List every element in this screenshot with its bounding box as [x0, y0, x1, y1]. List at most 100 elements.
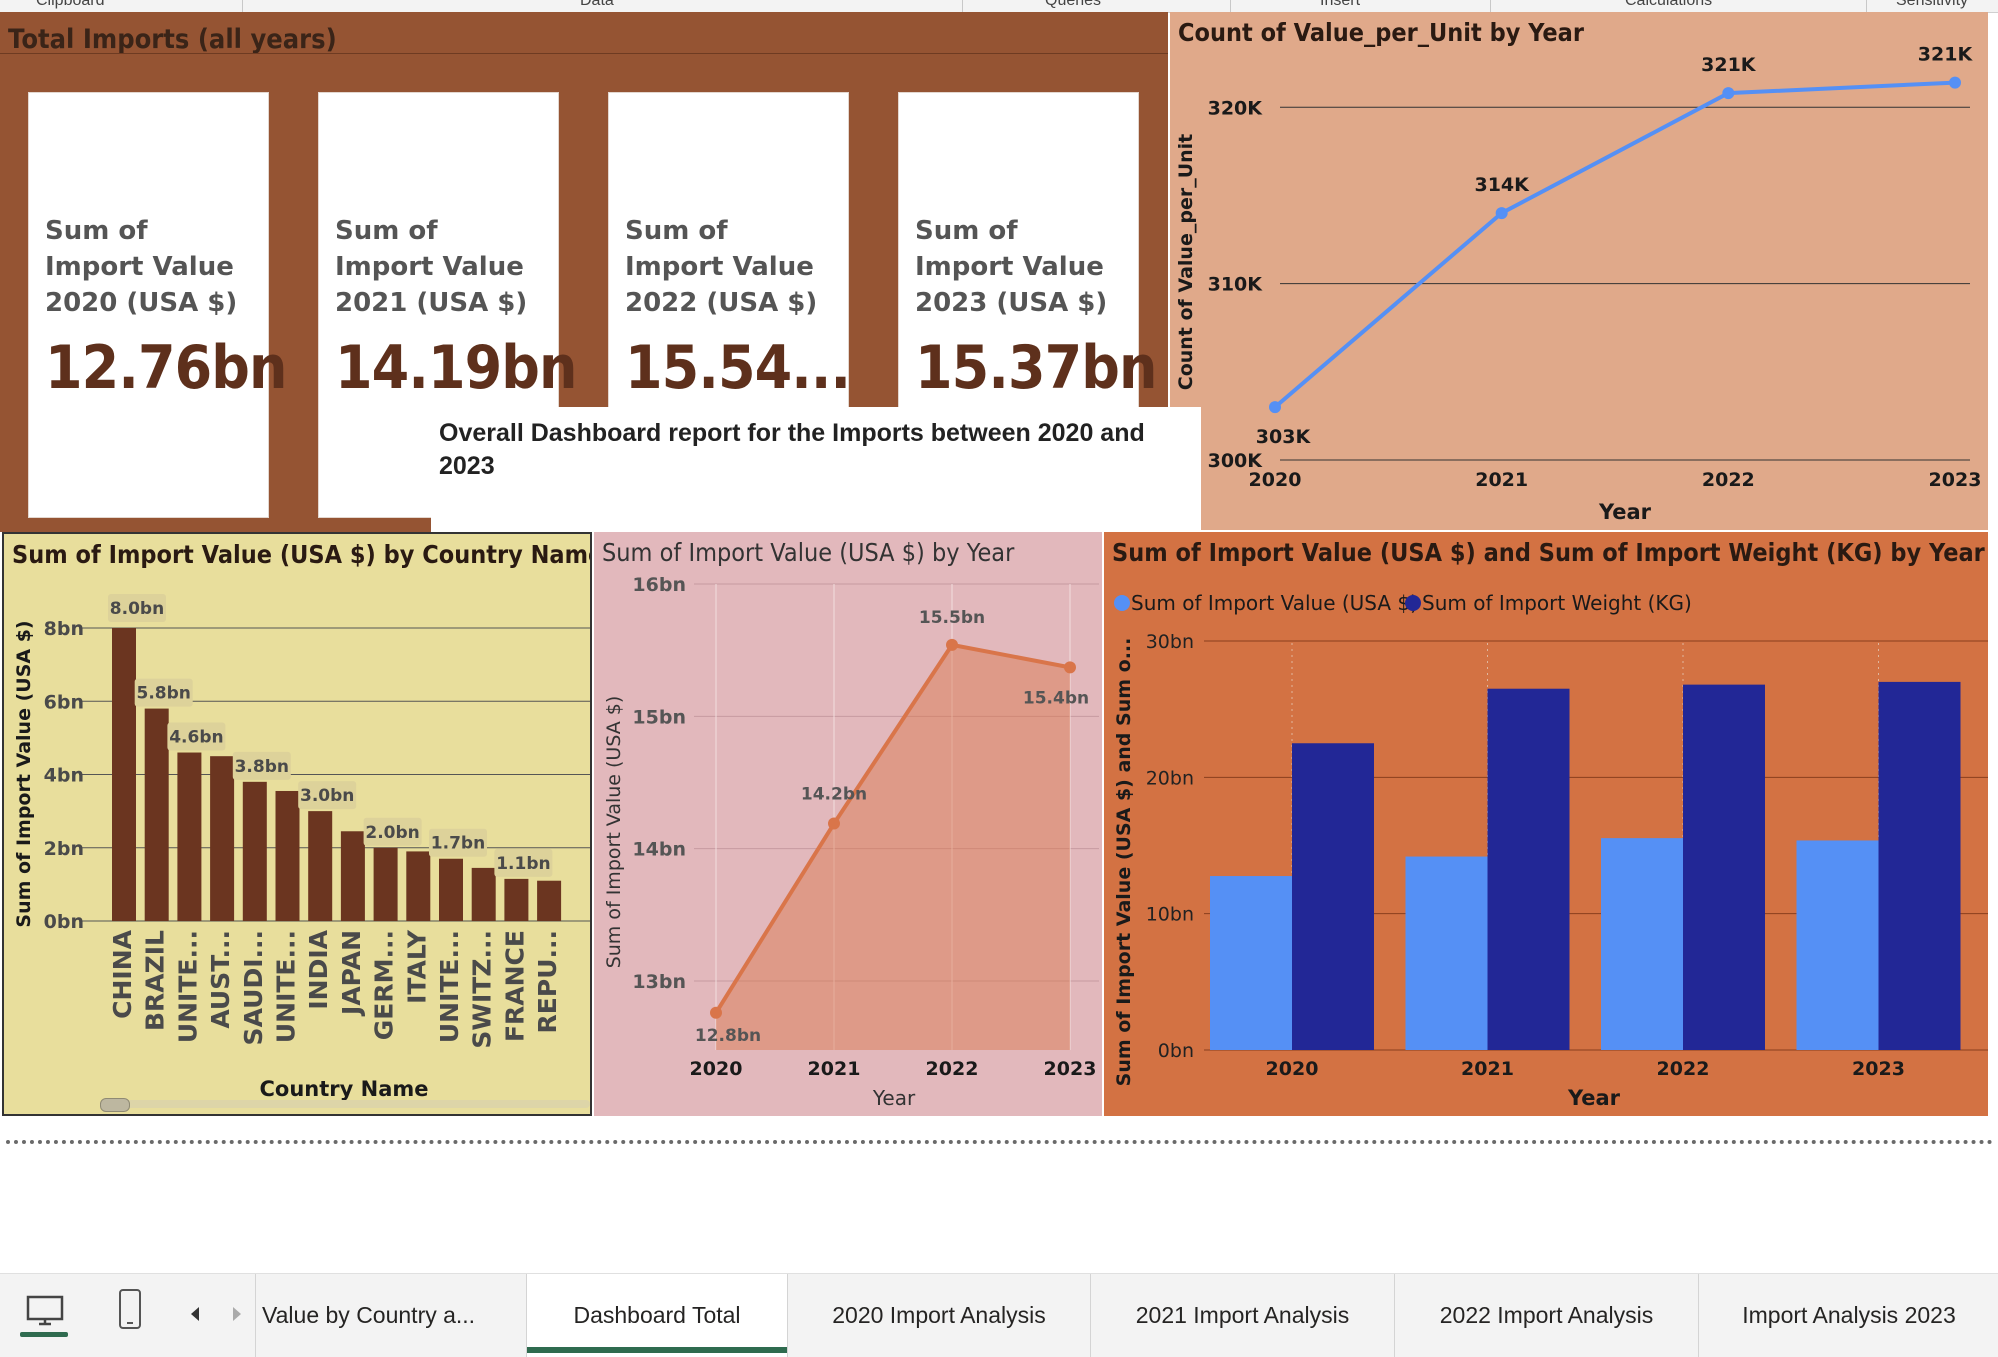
x-tick-label: 2021 [1461, 1058, 1514, 1080]
series-line [714, 642, 1071, 1014]
bar [471, 867, 496, 921]
data-label-bg [232, 751, 291, 780]
x-tick-label: UNITE... [272, 930, 301, 1043]
x-axis-title: Year [1567, 1086, 1621, 1110]
tab-2022-import-analysis[interactable]: 2022 Import Analysis [1394, 1274, 1698, 1357]
bar [504, 878, 529, 921]
ribbon-group-data[interactable]: Data [580, 0, 614, 9]
y-tick-label: 14bn [632, 839, 686, 861]
y-tick-label: 30bn [1146, 631, 1194, 653]
series-line [1273, 80, 1956, 409]
ribbon-group-queries[interactable]: Queries [1045, 0, 1102, 9]
y-axis-title: Count of Value_per_Unit [1175, 134, 1197, 391]
x-tick-label: REPU... [533, 930, 562, 1033]
x-tick-label: GERM... [370, 930, 399, 1040]
x-tick-label: 2022 [926, 1058, 979, 1080]
horizontal-scrollbar-track[interactable] [100, 1100, 590, 1108]
x-tick-label: 2020 [690, 1058, 743, 1080]
bar [1487, 688, 1570, 1050]
bar [1878, 681, 1961, 1050]
data-label: 3.0bn [300, 786, 354, 806]
kpi-card-value: 15.54... [625, 333, 851, 403]
prev-page-icon[interactable] [180, 1294, 210, 1334]
bar [406, 851, 431, 921]
overall-description: Overall Dashboard report for the Imports… [439, 419, 1145, 480]
ribbon-group-calculations[interactable]: Calculations [1625, 0, 1713, 9]
kpi-card-value: 14.19bn [335, 333, 578, 403]
x-tick-label: JAPAN [337, 930, 366, 1017]
x-tick-label: BRAZIL [141, 930, 170, 1031]
data-label: 14.2bn [801, 785, 867, 805]
data-label-bg [429, 828, 487, 857]
value-by-country-panel[interactable]: Sum of Import Value (USA $) by Country N… [2, 532, 592, 1116]
data-label-bg [108, 594, 166, 622]
x-tick-label: SAUDI... [239, 930, 268, 1045]
y-tick-label: 13bn [632, 971, 686, 993]
x-axis-title: Year [872, 1086, 916, 1110]
bar [1601, 838, 1683, 1050]
tab-2020-import-analysis[interactable]: 2020 Import Analysis [787, 1274, 1090, 1357]
tab-2021-import-analysis[interactable]: 2021 Import Analysis [1090, 1274, 1394, 1357]
bar [340, 831, 365, 921]
kpi-card-label: Sum of Import Value 2021 (USA $) [335, 216, 528, 318]
x-tick-label: UNITE... [173, 930, 202, 1043]
data-label-bg [167, 722, 226, 751]
data-label-bg [134, 678, 193, 707]
legend-label: Sum of Import Weight (KG) [1422, 591, 1692, 615]
x-tick-label: 2020 [1249, 469, 1302, 491]
data-label: 314K [1474, 174, 1530, 196]
page-tab-bar: Value by Country a... Dashboard Total 20… [0, 1273, 1998, 1357]
x-axis-title: Year [1598, 500, 1652, 524]
ribbon-group-insert[interactable]: Insert [1320, 0, 1361, 9]
ribbon-group-clipboard[interactable]: Clipboard [36, 0, 105, 9]
bar [275, 790, 300, 921]
y-tick-label: 6bn [44, 691, 84, 713]
next-page-icon[interactable] [222, 1294, 252, 1334]
data-label: 321K [1918, 44, 1974, 66]
value-and-weight-panel[interactable]: Sum of Import Value (USA $) and Sum of I… [1104, 532, 1988, 1116]
chart-title: Sum of Import Value (USA $) by Year [602, 538, 1015, 567]
phone-icon[interactable] [110, 1284, 150, 1334]
bar [308, 811, 333, 921]
y-tick-label: 10bn [1146, 904, 1194, 926]
page-divider [6, 1140, 1994, 1144]
kpi-card-value: 12.76bn [45, 333, 288, 403]
data-point [1064, 661, 1076, 674]
x-tick-label: 2021 [808, 1058, 861, 1080]
x-tick-label: 2021 [1475, 469, 1528, 491]
legend-marker [1114, 595, 1130, 611]
tab-import-analysis-2023[interactable]: Import Analysis 2023 [1698, 1274, 1998, 1357]
count-by-year-panel[interactable]: Count of Value_per_Unit by Year 300K 310K… [1170, 12, 1988, 530]
y-axis-title: Sum of Import Value (USA $) and Sum o... [1113, 638, 1135, 1087]
y-tick-label: 20bn [1146, 767, 1194, 789]
ribbon-group-sensitivity[interactable]: Sensitivity [1896, 0, 1969, 9]
desktop-view-indicator [20, 1332, 68, 1337]
data-point [710, 1006, 722, 1019]
data-label: 303K [1256, 426, 1312, 448]
tab-dashboard-total[interactable]: Dashboard Total [526, 1274, 787, 1357]
y-tick-label: 16bn [632, 574, 686, 596]
x-tick-label: UNITE... [435, 930, 464, 1043]
x-tick-label: AUST... [206, 930, 235, 1029]
overall-text-box[interactable]: Overall Dashboard report for the Imports… [431, 407, 1201, 532]
horizontal-scrollbar-thumb[interactable] [100, 1098, 130, 1112]
chart-title: Count of Value_per_Unit by Year [1178, 18, 1584, 47]
kpi-card-2020[interactable]: Sum of Import Value 2020 (USA $) 12.76bn [28, 92, 288, 518]
x-tick-label: ITALY [402, 929, 431, 1004]
tab-value-by-country[interactable]: Value by Country a... [255, 1274, 525, 1357]
y-axis-title: Sum of Import Value (USA $) [603, 696, 625, 969]
desktop-icon[interactable] [20, 1286, 70, 1336]
data-label: 2.0bn [365, 823, 419, 843]
data-label-bg [494, 848, 553, 877]
data-point [1949, 76, 1961, 89]
x-tick-label: 2022 [1702, 469, 1755, 491]
y-tick-label: 4bn [44, 765, 84, 787]
value-by-year-chart: 13bn 14bn 15bn 16bn 2020 2021 2022 2023 Year Sum … [603, 574, 1099, 1110]
y-tick-label: 2bn [44, 838, 84, 860]
value-by-country-chart: 0bn 2bn 4bn 6bn 8bn Sum of Import Value (USA … [13, 594, 590, 1101]
value-by-year-panel[interactable]: Sum of Import Value (USA $) by Year 13bn… [594, 532, 1102, 1116]
bar [537, 880, 562, 921]
data-label: 12.8bn [695, 1026, 761, 1046]
x-tick-label: 2023 [1044, 1058, 1097, 1080]
data-label: 1.1bn [496, 854, 550, 874]
